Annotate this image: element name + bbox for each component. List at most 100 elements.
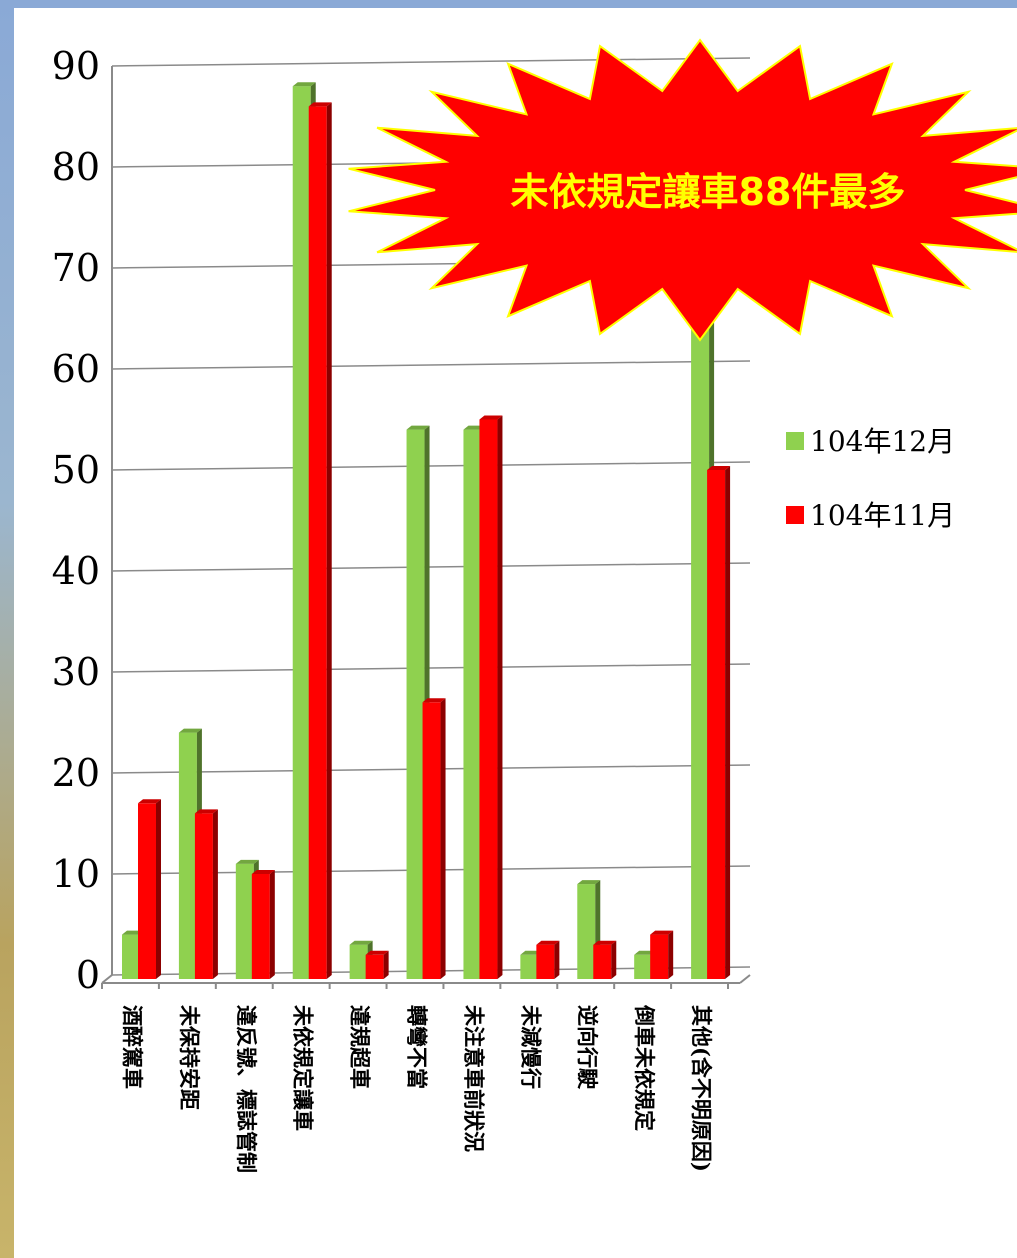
bar-side <box>668 930 674 979</box>
bar-front <box>251 874 270 979</box>
y-tick-label: 20 <box>52 751 100 795</box>
bar-top <box>251 870 275 874</box>
bar-front <box>122 934 140 979</box>
y-tick-label: 70 <box>52 246 100 290</box>
gridline <box>111 663 751 673</box>
bar-front <box>593 944 612 979</box>
bar-front <box>365 954 384 979</box>
gridline <box>111 562 751 572</box>
x-category-label: 未保持安距 <box>177 1005 202 1110</box>
bar-front <box>138 803 156 979</box>
x-category-label: 倒車未依規定 <box>632 1004 657 1131</box>
bar-side <box>212 809 218 979</box>
bar-side <box>725 466 731 979</box>
y-tick-label: 60 <box>52 347 100 391</box>
bar-side <box>611 940 617 979</box>
bar-front <box>349 944 368 979</box>
bar-front <box>235 863 254 979</box>
x-category-label: 逆向行駛 <box>575 1005 600 1090</box>
bar-top <box>138 799 161 804</box>
bar-top <box>577 880 601 885</box>
bar-front <box>520 954 539 979</box>
bar <box>365 950 389 979</box>
bar-side <box>383 950 389 979</box>
bar-front <box>406 429 425 980</box>
bar-top <box>406 425 430 430</box>
bar-top <box>707 466 731 470</box>
bar-front <box>422 702 441 979</box>
bar-side <box>156 799 161 979</box>
y-tick-label: 30 <box>52 650 100 694</box>
x-category-label: 未注意車前狀況 <box>461 1005 486 1152</box>
y-tick-label: 10 <box>52 852 100 896</box>
bar-side <box>269 870 275 979</box>
bar-top <box>422 698 446 703</box>
bar-front <box>634 954 653 979</box>
y-tick-label: 0 <box>76 953 100 997</box>
axes <box>101 66 751 989</box>
bar-top <box>178 728 202 733</box>
x-category-label: 轉彎不當 <box>405 1005 430 1089</box>
bar <box>479 415 503 979</box>
bars <box>122 82 731 980</box>
bar <box>593 940 617 979</box>
bar <box>138 799 161 979</box>
bar-front <box>479 419 498 979</box>
bar-top <box>650 930 674 935</box>
callout-text: 未依規定讓車88件最多 <box>511 170 906 214</box>
y-tick-label: 90 <box>52 44 100 88</box>
legend-label-series-2: 104年11月 <box>810 499 955 532</box>
bar-front <box>536 944 555 979</box>
x-category-label: 違反號、標誌管制 <box>234 1005 259 1173</box>
bar <box>422 698 446 979</box>
bar-front <box>194 813 213 979</box>
bar <box>308 102 332 979</box>
bar-front <box>308 106 327 979</box>
y-axis-ticks: 0 10 20 30 40 50 60 70 80 90 <box>52 44 100 997</box>
x-category-label: 未減慢行 <box>518 1005 543 1089</box>
bar-side <box>497 415 503 979</box>
y-tick-label: 40 <box>52 549 100 593</box>
bar-front <box>178 732 197 979</box>
bar-top <box>194 809 218 814</box>
bar-side <box>440 698 446 979</box>
bar-top <box>479 415 503 420</box>
bar-top <box>365 950 389 955</box>
x-category-label: 酒醉駕車 <box>120 1005 145 1089</box>
bar <box>194 809 218 979</box>
bar-top <box>308 102 332 107</box>
x-category-label: 違規超車 <box>348 1005 373 1089</box>
bar-front <box>691 288 710 979</box>
bar <box>536 940 560 979</box>
callout-starburst: 未依規定讓車88件最多 <box>348 38 1017 342</box>
bar <box>650 930 674 979</box>
gridline <box>111 461 751 471</box>
x-axis-categories: 酒醉駕車 未保持安距 違反號、標誌管制 未依規定讓車 違規超車 轉彎不當 未注意車前狀況 未減… <box>120 1004 714 1173</box>
bar-side <box>326 102 332 979</box>
gridline <box>111 360 751 370</box>
legend-swatch-series-2 <box>786 506 804 524</box>
y-tick-label: 50 <box>52 448 100 492</box>
legend: 104年12月 104年11月 <box>786 425 955 532</box>
bar-front <box>577 884 596 979</box>
bar-top <box>292 82 316 87</box>
bar <box>251 870 275 979</box>
bar-top <box>593 940 617 945</box>
legend-swatch-series-1 <box>786 432 804 450</box>
legend-label-series-1: 104年12月 <box>810 425 955 458</box>
bar-side <box>554 940 560 979</box>
floor-edge <box>101 974 113 984</box>
gridline <box>111 57 751 67</box>
starburst-shape <box>348 38 1017 342</box>
x-category-label: 未依規定讓車 <box>291 1005 316 1131</box>
x-category-label: 其他(含不明原因) <box>689 1005 714 1172</box>
bar-top <box>235 859 259 864</box>
y-tick-label: 80 <box>52 145 100 189</box>
bar-front <box>650 934 669 979</box>
bar-front <box>292 86 311 979</box>
floor-edge <box>739 974 751 984</box>
bar-front <box>707 470 726 979</box>
bar <box>707 466 731 979</box>
bar-front <box>463 429 482 980</box>
